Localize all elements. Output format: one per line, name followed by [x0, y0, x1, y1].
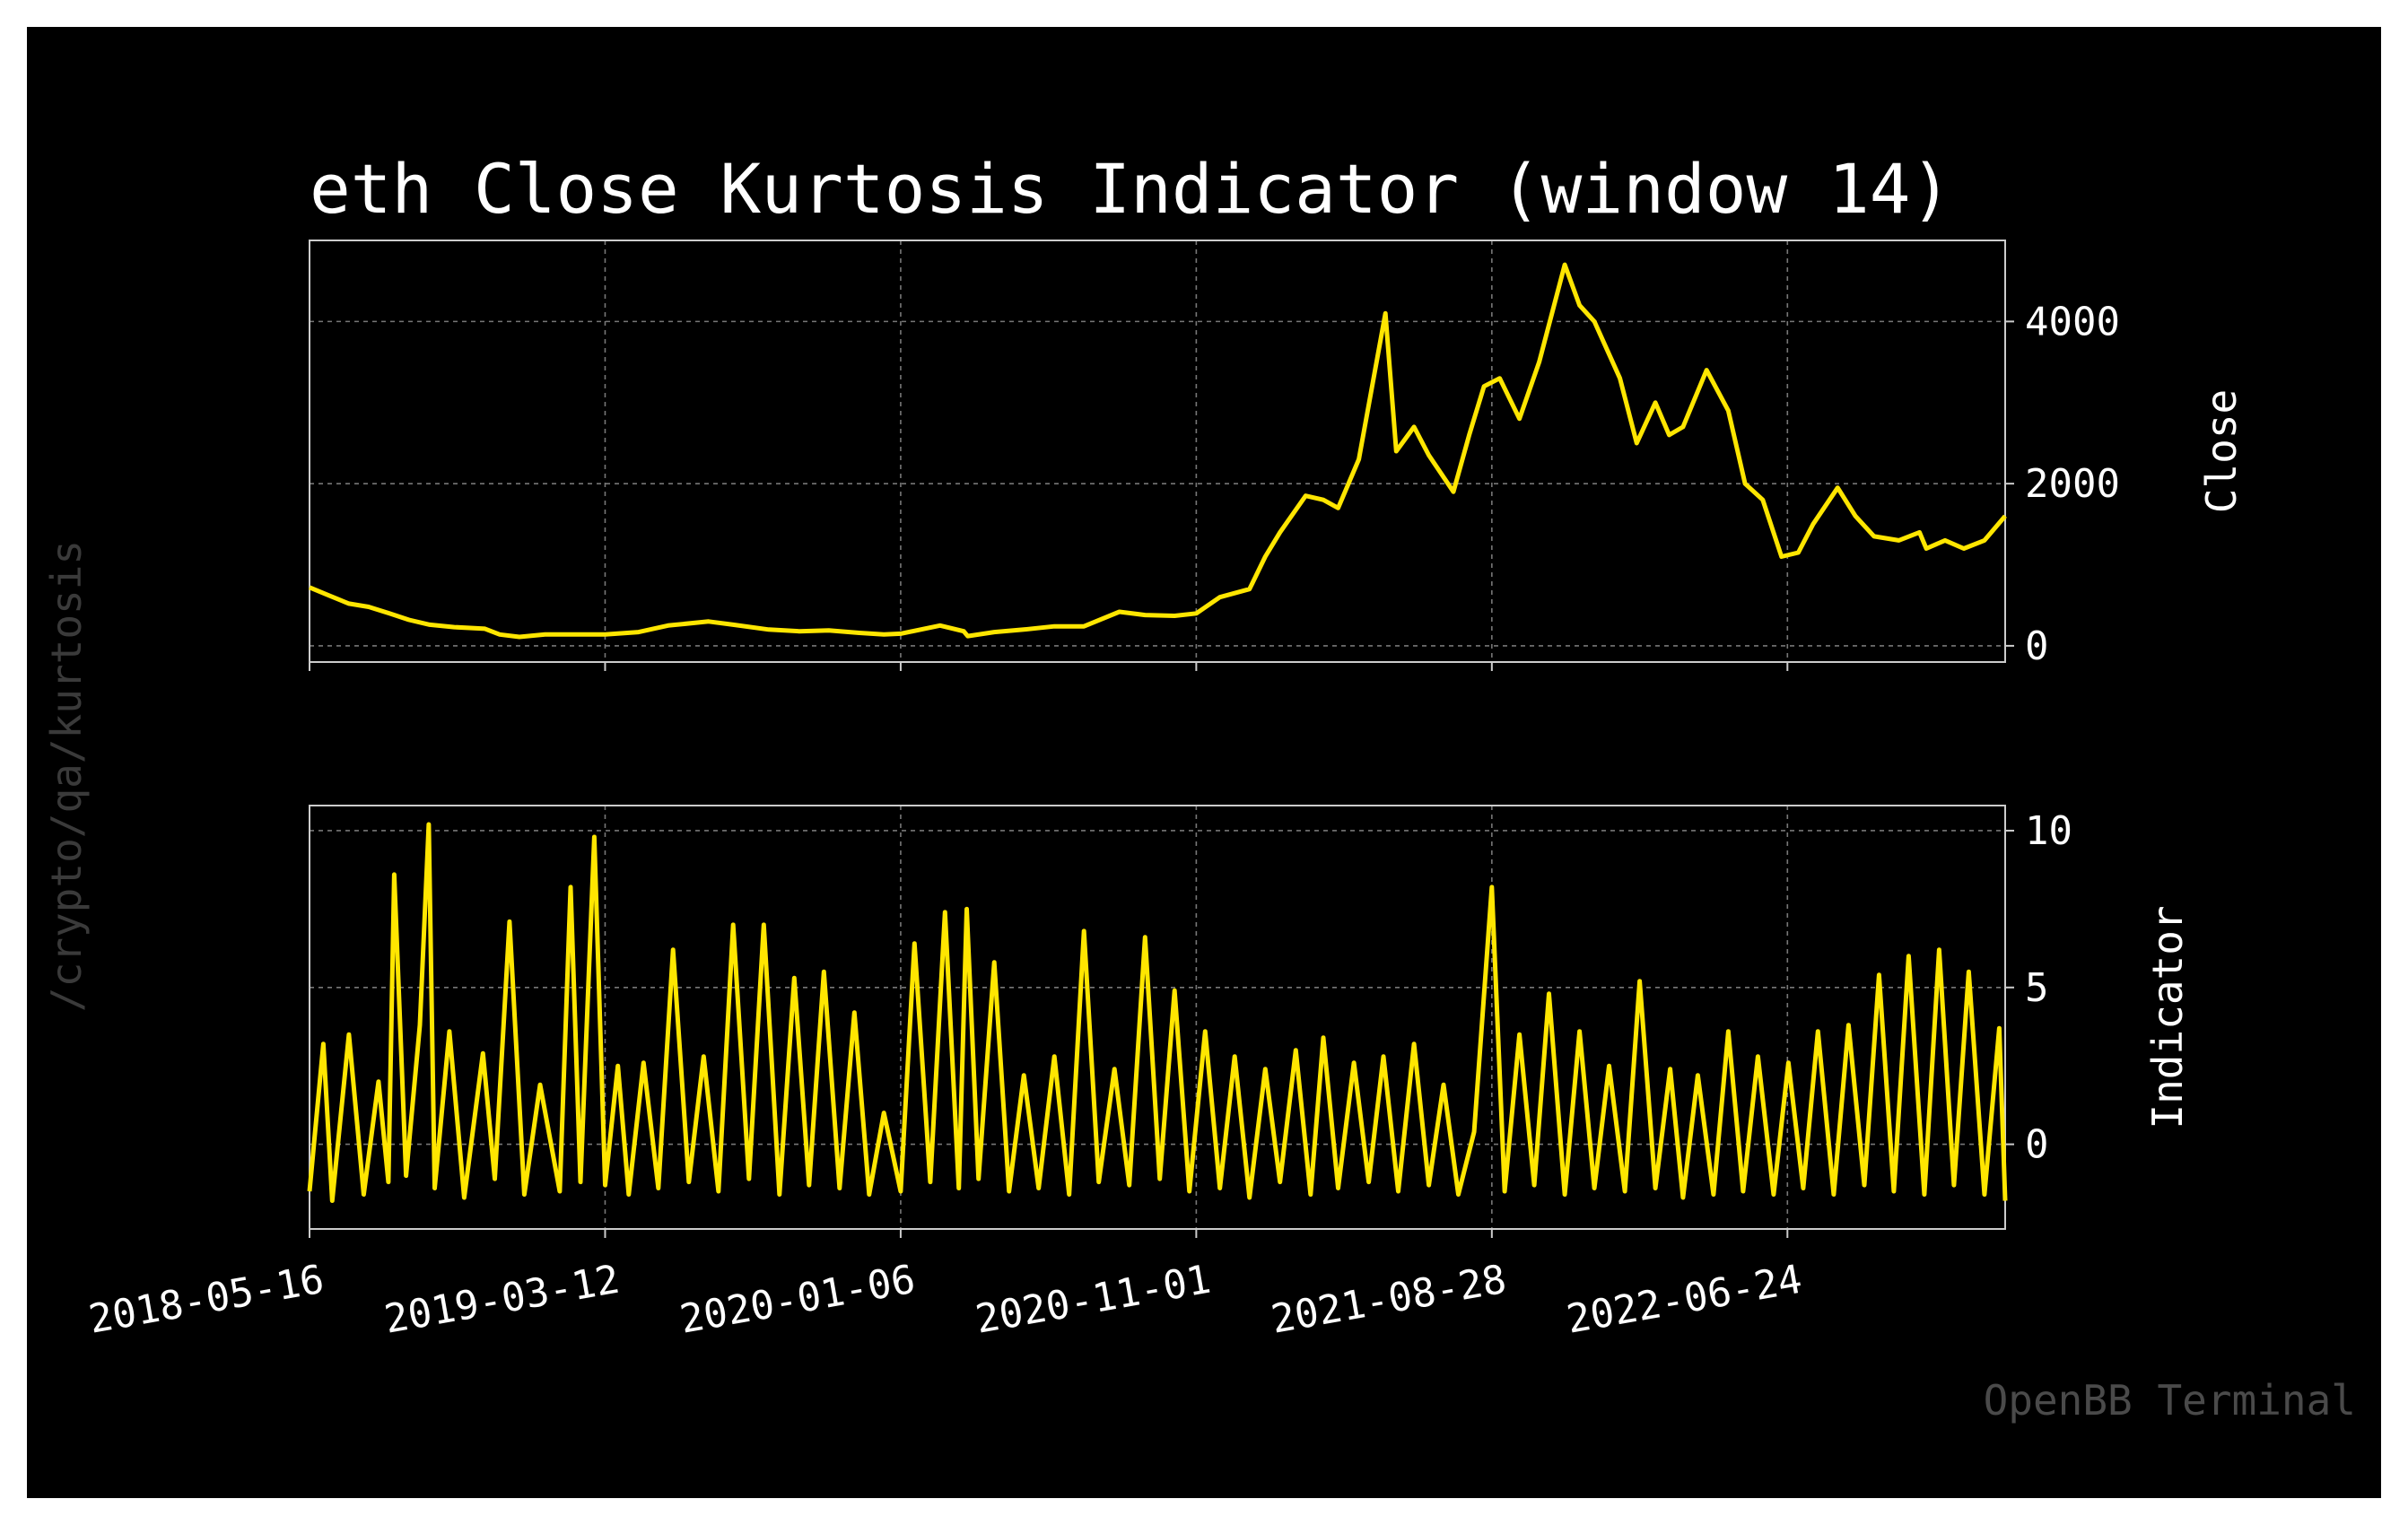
watermark: OpenBB Terminal: [1984, 1376, 2356, 1425]
y-axis-label: Indicator: [2143, 905, 2192, 1128]
x-tick-label: 2018-05-16: [85, 1257, 327, 1343]
close-series-line: [309, 262, 2007, 640]
y-tick-label: 10: [2025, 808, 2072, 854]
y-axis-label: Close: [2197, 389, 2246, 513]
plot-area-border: [309, 240, 2006, 663]
x-tick-label: 2019-03-12: [381, 1257, 624, 1343]
chart-frame: eth Close Kurtosis Indicator (window 14)…: [27, 27, 2381, 1498]
x-tick-label: 2020-01-06: [676, 1257, 919, 1343]
chart-canvas: eth Close Kurtosis Indicator (window 14)…: [42, 149, 2356, 1425]
y-tick-label: 0: [2025, 1122, 2049, 1168]
y-tick-label: 5: [2025, 965, 2049, 1011]
chart-title: eth Close Kurtosis Indicator (window 14): [310, 149, 1951, 229]
x-tick-label: 2022-06-24: [1563, 1257, 1805, 1343]
y-tick-label: 2000: [2025, 461, 2120, 507]
plot-area-border: [309, 805, 2006, 1230]
x-tick-label: 2020-11-01: [973, 1257, 1215, 1343]
x-tick-label: 2021-08-28: [1268, 1257, 1510, 1343]
indicator-series-line: [307, 822, 2008, 1203]
y-tick-label: 0: [2025, 623, 2049, 669]
side-label: /crypto/qa/kurtosis: [42, 540, 91, 1012]
y-tick-label: 4000: [2025, 299, 2120, 344]
